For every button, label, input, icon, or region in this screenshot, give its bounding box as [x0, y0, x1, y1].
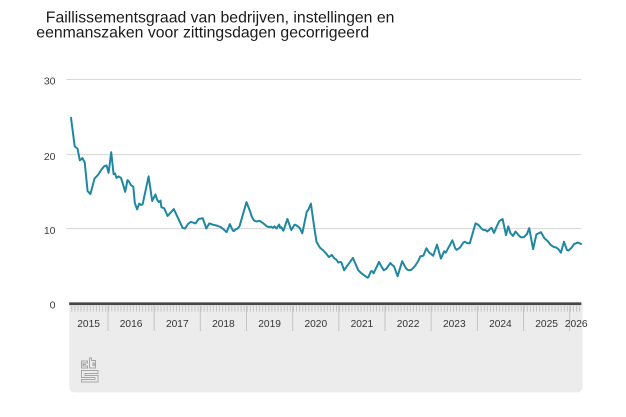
svg-text:eenmanszaken voor zittingsdage: eenmanszaken voor zittingsdagen gecorrig… — [36, 25, 369, 42]
svg-text:2026: 2026 — [565, 319, 588, 330]
svg-text:20: 20 — [44, 151, 56, 163]
svg-text:2015: 2015 — [77, 319, 100, 330]
svg-text:2025: 2025 — [535, 319, 558, 330]
svg-text:2019: 2019 — [258, 319, 281, 330]
svg-text:10: 10 — [44, 225, 56, 237]
svg-text:2016: 2016 — [120, 319, 143, 330]
svg-text:2021: 2021 — [351, 319, 374, 330]
svg-text:2024: 2024 — [489, 319, 512, 330]
svg-text:0: 0 — [50, 300, 56, 312]
svg-text:2020: 2020 — [304, 319, 327, 330]
svg-text:2023: 2023 — [443, 319, 466, 330]
svg-text:2017: 2017 — [166, 319, 189, 330]
svg-text:2018: 2018 — [212, 319, 235, 330]
svg-text:2022: 2022 — [397, 319, 420, 330]
svg-text:Faillissementsgraad van bedrij: Faillissementsgraad van bedrijven, inste… — [46, 9, 395, 26]
svg-text:30: 30 — [44, 76, 56, 88]
